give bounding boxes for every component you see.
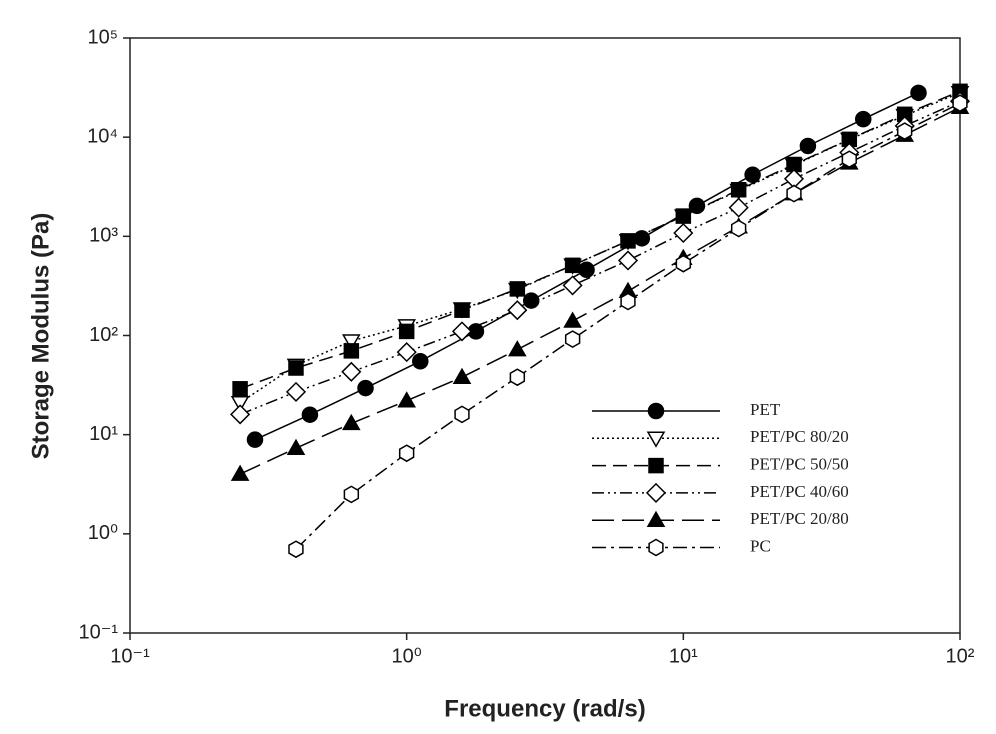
- marker: [952, 94, 968, 113]
- marker: [633, 230, 651, 247]
- marker: [786, 184, 802, 203]
- y-tick-label: 10⁻¹: [79, 621, 119, 643]
- marker: [288, 540, 304, 559]
- marker: [285, 381, 307, 402]
- marker: [452, 367, 472, 384]
- series-line: [239, 100, 961, 416]
- marker: [855, 110, 872, 128]
- marker: [799, 137, 817, 155]
- y-tick-label: 10³: [89, 225, 118, 247]
- series-line: [239, 90, 961, 390]
- y-tick-label: 10²: [89, 324, 118, 346]
- marker: [396, 342, 417, 363]
- series-line: [239, 92, 961, 404]
- legend-marker: [648, 457, 664, 474]
- marker: [301, 406, 319, 423]
- marker: [398, 444, 415, 463]
- marker: [397, 391, 416, 408]
- marker: [232, 381, 248, 397]
- marker: [730, 181, 747, 198]
- marker: [688, 197, 706, 215]
- legend-marker: [646, 431, 666, 448]
- marker: [730, 219, 747, 238]
- marker: [343, 343, 360, 359]
- marker: [562, 275, 583, 296]
- legend-label: PET/PC 80/20: [750, 427, 849, 446]
- legend-marker: [647, 402, 665, 420]
- legend: PET PET/PC 80/20 PET/PC 50/50 PET/PC 40/60 P…: [592, 400, 849, 557]
- marker: [288, 360, 304, 376]
- series-line: [295, 102, 961, 550]
- marker: [744, 166, 761, 183]
- marker: [230, 464, 250, 481]
- legend-label: PET/PC 50/50: [750, 455, 849, 474]
- marker: [509, 281, 526, 297]
- marker: [451, 321, 473, 342]
- x-tick-label: 10⁰: [392, 645, 422, 667]
- x-tick-label: 10⁻¹: [110, 645, 150, 667]
- marker: [564, 330, 581, 348]
- marker: [342, 334, 361, 351]
- marker: [522, 292, 540, 309]
- marker: [412, 352, 429, 370]
- marker: [841, 150, 857, 169]
- x-tick-label: 10²: [946, 645, 975, 667]
- marker: [286, 438, 306, 455]
- marker: [246, 431, 264, 448]
- marker: [454, 302, 470, 318]
- marker: [342, 413, 361, 431]
- legend-label: PET/PC 40/60: [750, 482, 849, 501]
- marker: [563, 311, 582, 328]
- marker: [675, 208, 692, 224]
- marker: [564, 257, 581, 274]
- marker: [675, 254, 692, 273]
- legend-label: PET/PC 20/80: [750, 509, 849, 528]
- marker: [617, 250, 639, 271]
- marker: [728, 197, 749, 218]
- marker: [341, 361, 362, 382]
- marker: [673, 222, 694, 244]
- legend-marker: [645, 482, 667, 503]
- marker: [230, 404, 251, 425]
- marker: [508, 340, 527, 357]
- marker: [357, 379, 374, 397]
- legend-marker: [648, 538, 664, 557]
- x-axis-title: Frequency (rad/s): [444, 695, 645, 722]
- marker: [620, 233, 636, 249]
- x-tick-label: 10¹: [669, 645, 698, 667]
- y-tick-label: 10¹: [89, 423, 118, 445]
- legend-marker: [646, 510, 666, 527]
- marker: [620, 292, 636, 311]
- marker: [398, 323, 415, 340]
- marker: [578, 261, 595, 279]
- legend-label: PC: [750, 536, 771, 555]
- legend-label: PET: [750, 400, 781, 419]
- marker: [507, 300, 528, 321]
- marker: [343, 485, 360, 504]
- marker: [454, 405, 470, 424]
- marker: [896, 122, 913, 140]
- marker: [910, 84, 927, 102]
- y-tick-label: 10⁰: [88, 522, 118, 544]
- y-tick-label: 10⁵: [87, 26, 118, 48]
- marker: [509, 368, 526, 387]
- series-line: [239, 106, 961, 475]
- y-axis-title: Storage Modulus (Pa): [27, 213, 54, 460]
- y-tick-label: 10⁴: [87, 125, 118, 147]
- marker: [230, 395, 250, 413]
